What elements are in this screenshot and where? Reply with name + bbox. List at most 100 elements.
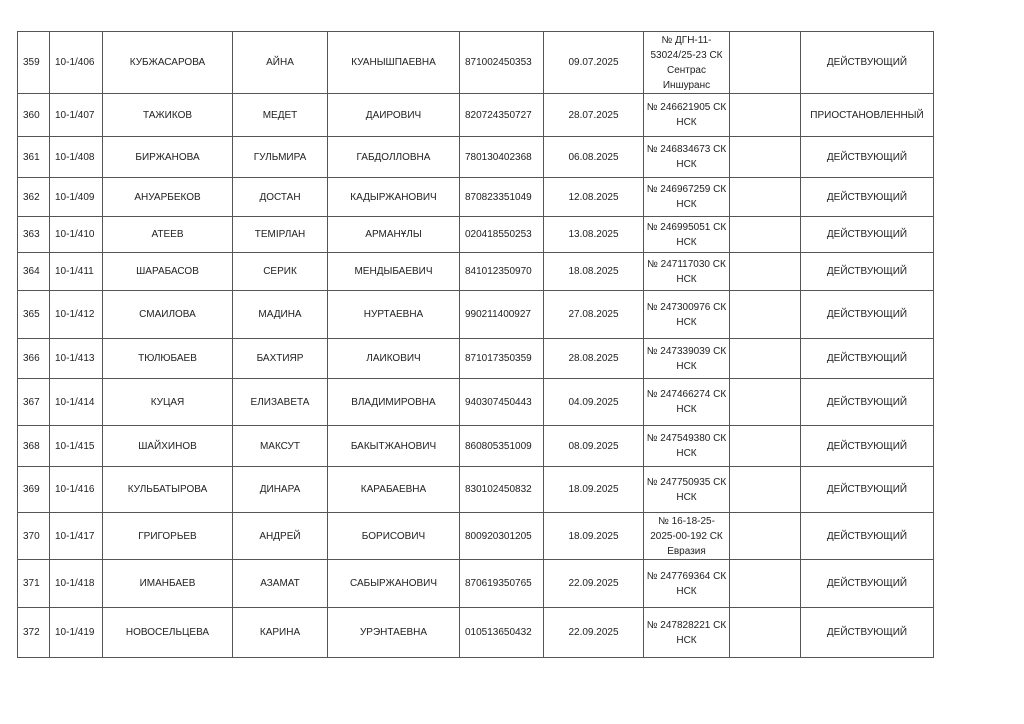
cell-iin: 780130402368 — [459, 136, 544, 178]
cell-iin: 830102450832 — [459, 466, 544, 513]
table-row: 369 10-1/416 КУЛЬБАТЫРОВА ДИНАРА КАРАБАЕВНА 8… — [17, 466, 934, 513]
table-row: 370 10-1/417 ГРИГОРЬЕВ АНДРЕЙ БОРИСОВИЧ 80092… — [17, 512, 934, 560]
cell-status: ДЕЙСТВУЮЩИЙ — [800, 290, 934, 339]
cell-date: 06.08.2025 — [543, 136, 644, 178]
cell-policy: № 246967259 СК НСК — [643, 177, 730, 217]
cell-first: МАКСУТ — [232, 425, 328, 467]
cell-first: АНДРЕЙ — [232, 512, 328, 560]
cell-extra — [729, 31, 801, 94]
cell-date: 28.07.2025 — [543, 93, 644, 137]
cell-date: 27.08.2025 — [543, 290, 644, 339]
cell-patronymic: КАРАБАЕВНА — [327, 466, 460, 513]
cell-iin: 800920301205 — [459, 512, 544, 560]
cell-policy: № 246834673 СК НСК — [643, 136, 730, 178]
cell-extra — [729, 559, 801, 608]
cell-num: 363 — [17, 216, 50, 253]
cell-patronymic: МЕНДЫБАЕВИЧ — [327, 252, 460, 291]
cell-policy: № 16-18-25-2025-00-192 СК Евразия — [643, 512, 730, 560]
table-row: 368 10-1/415 ШАЙХИНОВ МАКСУТ БАКЫТЖАНОВИЧ 860… — [17, 425, 934, 467]
table-row: 364 10-1/411 ШАРАБАСОВ СЕРИК МЕНДЫБАЕВИЧ 8410… — [17, 252, 934, 291]
cell-num: 359 — [17, 31, 50, 94]
table-row: 365 10-1/412 СМАИЛОВА МАДИНА НУРТАЕВНА 990211… — [17, 290, 934, 339]
cell-extra — [729, 512, 801, 560]
cell-extra — [729, 93, 801, 137]
cell-reg: 10-1/406 — [49, 31, 103, 94]
cell-last: ГРИГОРЬЕВ — [102, 512, 233, 560]
cell-policy: № 247750935 СК НСК — [643, 466, 730, 513]
cell-extra — [729, 378, 801, 426]
cell-reg: 10-1/411 — [49, 252, 103, 291]
cell-extra — [729, 290, 801, 339]
cell-date: 18.09.2025 — [543, 512, 644, 560]
cell-num: 360 — [17, 93, 50, 137]
cell-first: ТЕМІРЛАН — [232, 216, 328, 253]
cell-reg: 10-1/408 — [49, 136, 103, 178]
cell-last: КУБЖАСАРОВА — [102, 31, 233, 94]
cell-patronymic: БАКЫТЖАНОВИЧ — [327, 425, 460, 467]
cell-iin: 990211400927 — [459, 290, 544, 339]
table-row: 361 10-1/408 БИРЖАНОВА ГУЛЬМИРА ГАБДОЛЛОВНА 7… — [17, 136, 934, 178]
cell-reg: 10-1/413 — [49, 338, 103, 379]
cell-patronymic: КАДЫРЖАНОВИЧ — [327, 177, 460, 217]
cell-reg: 10-1/407 — [49, 93, 103, 137]
cell-extra — [729, 425, 801, 467]
cell-reg: 10-1/419 — [49, 607, 103, 658]
cell-last: КУЛЬБАТЫРОВА — [102, 466, 233, 513]
cell-patronymic: ВЛАДИМИРОВНА — [327, 378, 460, 426]
cell-status: ДЕЙСТВУЮЩИЙ — [800, 607, 934, 658]
cell-last: НОВОСЕЛЬЦЕВА — [102, 607, 233, 658]
cell-status: ДЕЙСТВУЮЩИЙ — [800, 136, 934, 178]
cell-last: ШАЙХИНОВ — [102, 425, 233, 467]
cell-reg: 10-1/414 — [49, 378, 103, 426]
cell-num: 364 — [17, 252, 50, 291]
cell-status: ДЕЙСТВУЮЩИЙ — [800, 31, 934, 94]
cell-patronymic: ДАИРОВИЧ — [327, 93, 460, 137]
cell-num: 371 — [17, 559, 50, 608]
cell-num: 370 — [17, 512, 50, 560]
cell-first: КАРИНА — [232, 607, 328, 658]
cell-patronymic: НУРТАЕВНА — [327, 290, 460, 339]
cell-patronymic: КУАНЫШПАЕВНА — [327, 31, 460, 94]
cell-policy: № 246995051 СК НСК — [643, 216, 730, 253]
cell-policy: № 247769364 СК НСК — [643, 559, 730, 608]
cell-iin: 860805351009 — [459, 425, 544, 467]
cell-status: ДЕЙСТВУЮЩИЙ — [800, 378, 934, 426]
cell-first: МЕДЕТ — [232, 93, 328, 137]
cell-first: АЙНА — [232, 31, 328, 94]
cell-num: 369 — [17, 466, 50, 513]
cell-patronymic: УРЭНТАЕВНА — [327, 607, 460, 658]
cell-reg: 10-1/416 — [49, 466, 103, 513]
cell-patronymic: САБЫРЖАНОВИЧ — [327, 559, 460, 608]
cell-num: 365 — [17, 290, 50, 339]
cell-policy: № ДГН-11-53024/25-23 СК Сентрас Иншуранс — [643, 31, 730, 94]
cell-date: 22.09.2025 — [543, 607, 644, 658]
cell-policy: № 247828221 СК НСК — [643, 607, 730, 658]
table-row: 367 10-1/414 КУЦАЯ ЕЛИЗАВЕТА ВЛАДИМИРОВНА 940… — [17, 378, 934, 426]
cell-iin: 871002450353 — [459, 31, 544, 94]
cell-first: ЕЛИЗАВЕТА — [232, 378, 328, 426]
cell-status: ДЕЙСТВУЮЩИЙ — [800, 252, 934, 291]
cell-date: 04.09.2025 — [543, 378, 644, 426]
table-row: 372 10-1/419 НОВОСЕЛЬЦЕВА КАРИНА УРЭНТАЕВНА 0… — [17, 607, 934, 658]
cell-reg: 10-1/417 — [49, 512, 103, 560]
cell-last: КУЦАЯ — [102, 378, 233, 426]
cell-status: ДЕЙСТВУЮЩИЙ — [800, 177, 934, 217]
cell-extra — [729, 177, 801, 217]
cell-date: 13.08.2025 — [543, 216, 644, 253]
cell-extra — [729, 252, 801, 291]
cell-policy: № 247339039 СК НСК — [643, 338, 730, 379]
cell-iin: 010513650432 — [459, 607, 544, 658]
cell-reg: 10-1/418 — [49, 559, 103, 608]
cell-status: ДЕЙСТВУЮЩИЙ — [800, 338, 934, 379]
cell-extra — [729, 136, 801, 178]
table-body: 359 10-1/406 КУБЖАСАРОВА АЙНА КУАНЫШПАЕВНА 87… — [17, 31, 934, 658]
table-row: 366 10-1/413 ТЮЛЮБАЕВ БАХТИЯР ЛАИКОВИЧ 871017… — [17, 338, 934, 379]
cell-status: ДЕЙСТВУЮЩИЙ — [800, 216, 934, 253]
cell-num: 361 — [17, 136, 50, 178]
cell-first: ГУЛЬМИРА — [232, 136, 328, 178]
cell-extra — [729, 338, 801, 379]
cell-extra — [729, 216, 801, 253]
cell-last: ТЮЛЮБАЕВ — [102, 338, 233, 379]
cell-iin: 020418550253 — [459, 216, 544, 253]
cell-first: ДИНАРА — [232, 466, 328, 513]
